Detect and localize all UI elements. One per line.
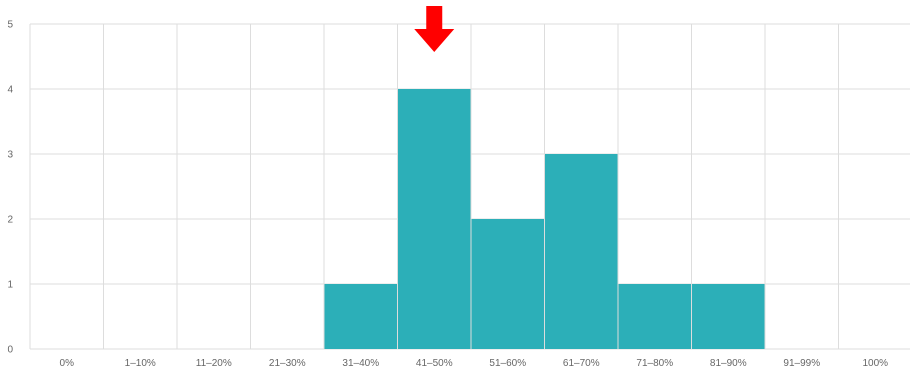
bars [324,89,765,349]
y-axis-ticks: 0 1 2 3 4 5 [7,20,13,356]
x-tick-label: 11–20% [196,358,232,369]
annotation [414,6,455,52]
x-tick-label: 21–30% [269,358,306,369]
y-tick-label: 1 [7,280,13,291]
bar [398,89,471,349]
x-tick-label: 71–80% [636,358,673,369]
x-tick-label: 1–10% [125,358,156,369]
bar [545,154,618,349]
x-tick-label: 0% [60,358,75,369]
y-tick-label: 5 [7,20,13,31]
x-tick-label: 31–40% [342,358,379,369]
x-tick-label: 61–70% [563,358,600,369]
bar [324,284,397,349]
bar [471,219,544,349]
y-tick-label: 3 [7,150,13,161]
x-tick-label: 81–90% [710,358,747,369]
arrow-down-icon [414,6,455,52]
x-tick-label: 41–50% [416,358,453,369]
x-tick-label: 100% [862,358,888,369]
y-tick-label: 0 [7,345,13,356]
bar [618,284,691,349]
bar [692,284,765,349]
x-tick-label: 51–60% [489,358,526,369]
grid-lines [29,23,910,350]
y-tick-label: 4 [7,85,13,96]
x-tick-label: 91–99% [783,358,820,369]
y-tick-label: 2 [7,215,13,226]
x-axis-ticks: 0% 1–10% 11–20% 21–30% 31–40% 41–50% 51–60% 61–… [60,358,889,369]
